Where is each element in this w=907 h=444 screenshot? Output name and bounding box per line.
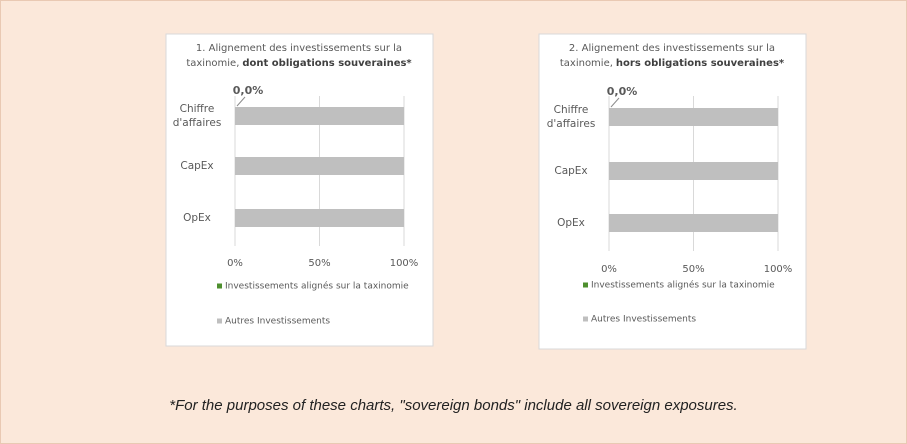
x-tick-label: 0% (227, 258, 243, 269)
chart-title: taxinomie, dont obligations souveraines* (186, 58, 412, 69)
title-line: taxinomie, (560, 58, 613, 69)
title-line: 1. Alignement des investissements sur la (196, 43, 402, 54)
x-tick-label: 50% (682, 264, 704, 275)
category-label: Chiffre d'affaires (172, 103, 222, 129)
legend-marker (217, 283, 222, 289)
chart-title: 1. Alignement des investissements sur la (196, 43, 402, 54)
x-tick-label: 50% (308, 258, 330, 269)
category-label: OpEx (183, 212, 211, 224)
legend-label: Investissements alignés sur la taxinomie (225, 281, 409, 292)
category-label: Chiffre d'affaires (546, 104, 596, 130)
bar-segment (609, 108, 778, 126)
chart-title: taxinomie, hors obligations souveraines* (560, 58, 785, 69)
chart-box (165, 33, 434, 347)
bar-segment (235, 209, 404, 227)
category-label: CapEx (554, 165, 588, 177)
bar-segment (609, 214, 778, 232)
value-label: 0,0% (607, 85, 638, 98)
chart-title: 2. Alignement des investissements sur la (569, 43, 775, 54)
category-label: OpEx (557, 217, 585, 229)
bar-segment (235, 157, 404, 175)
value-label: 0,0% (233, 84, 264, 97)
x-tick-label: 100% (390, 258, 419, 269)
bar-segment (609, 162, 778, 180)
label-leader (236, 96, 246, 107)
legend-label: Autres Investissements (591, 315, 696, 325)
legend-marker (583, 282, 588, 288)
legend-label: Autres Investissements (225, 317, 330, 327)
bar-segment (235, 107, 404, 125)
x-tick-label: 100% (764, 264, 793, 275)
title-bold: dont obligations souveraines* (242, 58, 412, 69)
legend-marker (217, 318, 222, 324)
category-label: CapEx (180, 160, 214, 172)
chart-box (538, 33, 807, 350)
label-leader (610, 97, 620, 108)
title-bold: hors obligations souveraines* (616, 58, 785, 69)
x-tick-label: 0% (601, 264, 617, 275)
footnote: *For the purposes of these charts, "sove… (169, 397, 738, 414)
legend-label: Investissements alignés sur la taxinomie (591, 280, 775, 291)
title-line: 2. Alignement des investissements sur la (569, 43, 775, 54)
legend-marker (583, 316, 588, 322)
title-line: taxinomie, (186, 58, 239, 69)
